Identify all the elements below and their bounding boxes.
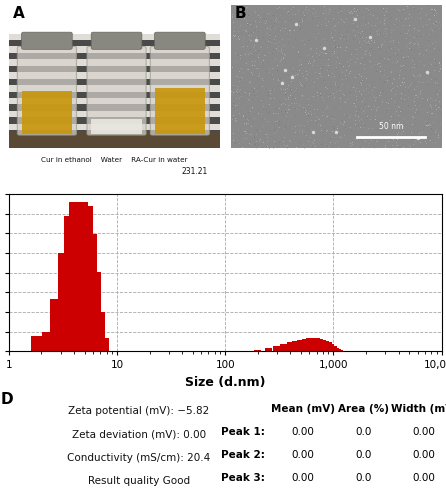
Text: A: A xyxy=(13,6,25,22)
Text: Cur in ethanol    Water    RA-Cur in water: Cur in ethanol Water RA-Cur in water xyxy=(41,156,188,162)
Bar xyxy=(70,202,88,351)
Bar xyxy=(322,342,329,351)
Text: 0.00: 0.00 xyxy=(413,427,436,437)
Bar xyxy=(330,346,337,351)
Text: Width (mV): Width (mV) xyxy=(391,404,446,413)
Bar xyxy=(292,342,299,351)
Bar xyxy=(9,60,220,66)
Text: 0.00: 0.00 xyxy=(413,450,436,460)
Text: Zeta deviation (mV): 0.00: Zeta deviation (mV): 0.00 xyxy=(72,430,206,440)
Text: Result quality Good: Result quality Good xyxy=(88,476,190,486)
Text: Mean (mV): Mean (mV) xyxy=(271,404,335,413)
Bar xyxy=(9,66,220,72)
Bar xyxy=(9,72,220,78)
Text: 0.00: 0.00 xyxy=(292,427,314,437)
Bar xyxy=(297,340,304,351)
Bar xyxy=(9,85,220,91)
FancyBboxPatch shape xyxy=(91,32,142,50)
X-axis label: Size (d.nm): Size (d.nm) xyxy=(185,376,265,389)
Bar xyxy=(87,312,105,351)
FancyBboxPatch shape xyxy=(87,46,146,135)
Bar xyxy=(325,342,332,351)
FancyBboxPatch shape xyxy=(154,32,205,50)
Text: Zeta potential (mV): −5.82: Zeta potential (mV): −5.82 xyxy=(68,406,209,416)
Bar xyxy=(254,350,261,351)
Bar xyxy=(64,216,83,351)
Text: 50 nm: 50 nm xyxy=(379,122,403,131)
Bar xyxy=(9,98,220,104)
Bar xyxy=(31,336,50,351)
Text: 0.00: 0.00 xyxy=(292,474,314,484)
Bar xyxy=(42,332,60,351)
Text: 0.0: 0.0 xyxy=(355,450,372,460)
Bar xyxy=(306,338,313,351)
Bar xyxy=(74,206,93,351)
Bar xyxy=(334,349,341,351)
Bar xyxy=(9,130,220,136)
FancyBboxPatch shape xyxy=(17,46,76,135)
FancyBboxPatch shape xyxy=(21,32,72,50)
Bar xyxy=(9,111,220,117)
Text: 0.00: 0.00 xyxy=(413,474,436,484)
Text: D: D xyxy=(0,392,13,407)
Bar xyxy=(332,348,339,351)
Bar xyxy=(313,338,320,351)
Text: Peak 3:: Peak 3: xyxy=(221,474,264,484)
Bar xyxy=(9,40,220,46)
Bar xyxy=(90,338,109,351)
Bar xyxy=(21,91,72,134)
Bar xyxy=(154,88,205,134)
Bar xyxy=(301,340,309,351)
Bar xyxy=(9,104,220,111)
Bar xyxy=(58,253,76,351)
Bar xyxy=(327,344,334,351)
Bar xyxy=(50,299,69,351)
FancyBboxPatch shape xyxy=(150,46,210,135)
Text: Peak 1:: Peak 1: xyxy=(221,427,264,437)
Text: Peak 2:: Peak 2: xyxy=(221,450,264,460)
Text: Area (%): Area (%) xyxy=(338,404,389,413)
Text: 0.0: 0.0 xyxy=(355,427,372,437)
Text: B: B xyxy=(235,6,246,22)
Bar xyxy=(310,338,317,351)
Bar xyxy=(319,340,326,351)
Bar xyxy=(79,234,97,351)
Bar xyxy=(273,346,281,351)
Bar xyxy=(336,350,343,351)
Bar xyxy=(83,272,101,351)
Bar xyxy=(9,92,220,98)
Bar xyxy=(287,342,294,351)
Bar xyxy=(91,120,142,134)
Bar xyxy=(9,118,220,124)
Text: 231.21: 231.21 xyxy=(182,166,208,175)
Text: 0.0: 0.0 xyxy=(355,474,372,484)
Bar xyxy=(280,344,288,351)
Bar xyxy=(9,78,220,85)
Bar xyxy=(9,46,220,53)
Text: 0.00: 0.00 xyxy=(292,450,314,460)
Bar xyxy=(9,34,220,40)
Text: Conductivity (mS/cm): 20.4: Conductivity (mS/cm): 20.4 xyxy=(67,453,211,463)
Bar xyxy=(9,131,220,148)
Bar xyxy=(9,53,220,60)
Bar xyxy=(264,348,272,351)
Bar xyxy=(9,124,220,130)
Bar xyxy=(316,340,323,351)
